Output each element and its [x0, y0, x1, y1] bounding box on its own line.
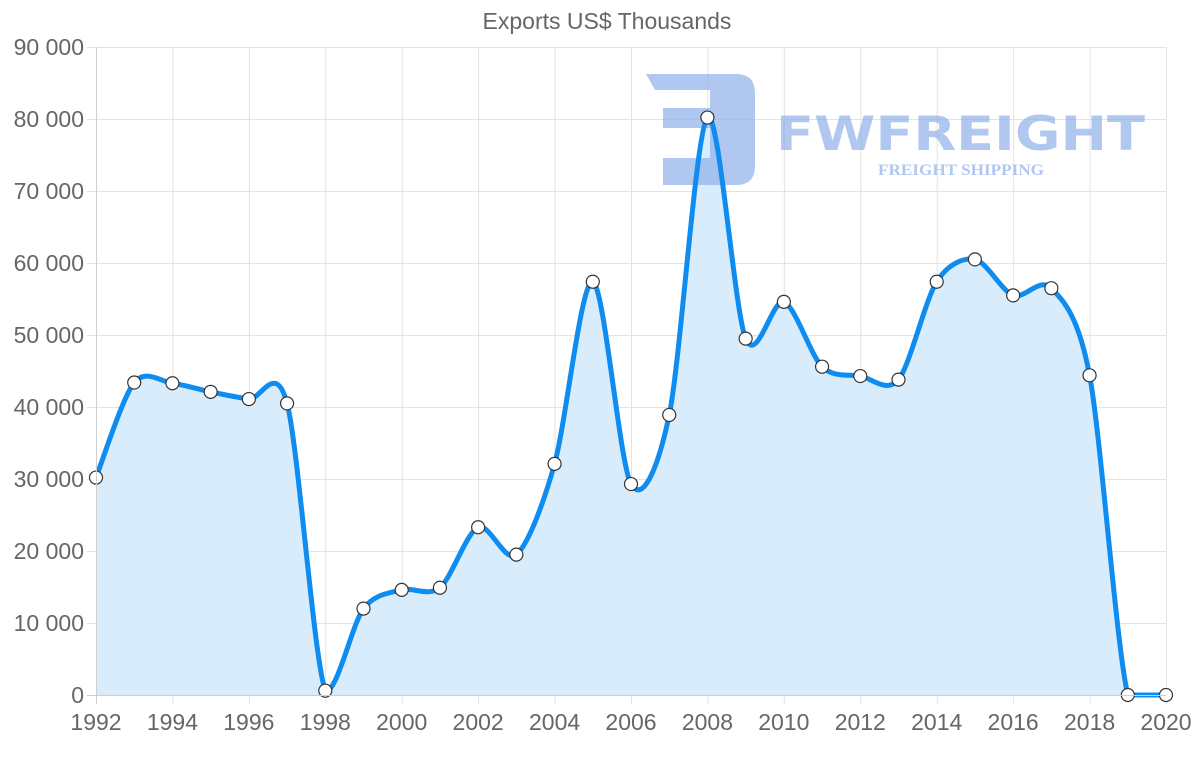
data-point[interactable]: 2005: 57400	[585, 274, 600, 289]
y-axis: 0 10 000 20 000 30 000 40 000 50 000 60 000 70 …	[14, 34, 97, 708]
y-tick-label: 40 000	[14, 394, 84, 420]
x-tick-label: 2020	[1140, 709, 1191, 735]
x-axis: 1992 1994 1996 1998 2000 2002 2004 2006 2008 2010…	[70, 695, 1192, 735]
watermark-tagline: FREIGHT SHIPPING	[878, 162, 1045, 179]
data-point[interactable]: 2010: 54600	[776, 294, 791, 309]
x-tick-label: 2006	[605, 709, 656, 735]
y-tick-label: 60 000	[14, 250, 84, 276]
data-point[interactable]: 2018: 44400	[1082, 368, 1097, 383]
x-tick-label: 1998	[300, 709, 351, 735]
x-tick-label: 2010	[758, 709, 809, 735]
watermark-brand: FWFREIGHT	[776, 107, 1145, 162]
y-tick-label: 10 000	[14, 610, 84, 636]
y-tick-label: 90 000	[14, 34, 84, 60]
x-tick-label: 2014	[911, 709, 962, 735]
x-tick-label: 2004	[529, 709, 580, 735]
data-point[interactable]: 1998: 600	[318, 683, 333, 698]
data-point[interactable]: 1994: 43300	[165, 376, 180, 391]
data-point[interactable]: 2003: 19500	[509, 547, 524, 562]
data-point[interactable]: 2000: 14600	[394, 582, 409, 597]
data-point[interactable]: 2007: 38900	[662, 407, 677, 423]
x-tick-label: 2000	[376, 709, 427, 735]
data-point[interactable]: 2012: 44300	[853, 368, 868, 384]
x-tick-label: 2016	[988, 709, 1039, 735]
data-point[interactable]: 1993: 43400	[127, 375, 142, 390]
watermark-logo-icon	[646, 74, 755, 185]
y-tick-label: 0	[71, 682, 84, 708]
data-point[interactable]: 2016: 55500	[1006, 288, 1021, 303]
y-tick-label: 70 000	[14, 178, 84, 204]
x-tick-label: 2012	[835, 709, 886, 735]
chart-title: Exports US$ Thousands	[482, 8, 732, 34]
data-point[interactable]: 2014: 57400	[929, 274, 944, 289]
data-point[interactable]: 2011: 45600	[814, 359, 830, 374]
data-point[interactable]: 1996: 41100	[241, 391, 256, 407]
y-tick-label: 20 000	[14, 538, 84, 564]
data-point[interactable]: 2004: 32100	[547, 456, 562, 471]
area-fill-shape	[96, 117, 1166, 696]
data-point[interactable]: 2013: 43800	[891, 372, 906, 387]
data-point[interactable]: 2002: 23300	[471, 520, 486, 535]
x-tick-label: 1992	[70, 709, 121, 735]
data-point[interactable]: 2009: 49500	[738, 331, 753, 346]
y-tick-label: 30 000	[14, 466, 84, 492]
data-point[interactable]: 1999: 12000	[356, 601, 371, 616]
data-point[interactable]: 1995: 42100	[203, 384, 218, 399]
x-tick-label: 1994	[147, 709, 198, 735]
data-point[interactable]: 2001: 14900	[432, 580, 448, 595]
x-tick-label: 1996	[223, 709, 274, 735]
data-point[interactable]: 2015: 60500	[967, 252, 983, 267]
x-tick-label: 2008	[682, 709, 733, 735]
data-point[interactable]: 2017: 56500	[1044, 281, 1059, 296]
data-point[interactable]: 1997: 40500	[279, 396, 295, 411]
watermark: FWFREIGHT FREIGHT SHIPPING	[646, 74, 1145, 185]
y-tick-label: 80 000	[14, 106, 84, 132]
area-fill	[96, 117, 1166, 696]
y-tick-label: 50 000	[14, 322, 84, 348]
data-points: 1992: 302001993: 434001994: 433001995: 4…	[88, 110, 1174, 703]
x-tick-label: 2018	[1064, 709, 1115, 735]
x-tick-label: 2002	[453, 709, 504, 735]
data-point[interactable]: 2008: 80200	[700, 110, 715, 125]
data-point[interactable]: 2006: 29300	[623, 476, 639, 492]
